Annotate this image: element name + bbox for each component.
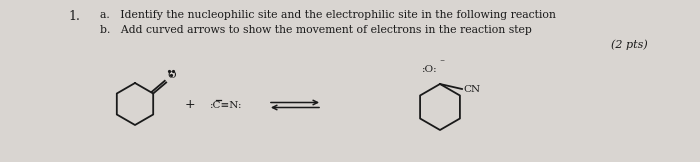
Text: b.   Add curved arrows to show the movement of electrons in the reaction step: b. Add curved arrows to show the movemen… bbox=[100, 25, 532, 35]
Text: 1.: 1. bbox=[68, 10, 80, 23]
Text: CN: CN bbox=[463, 85, 480, 93]
Text: :O:: :O: bbox=[422, 65, 438, 74]
Text: O: O bbox=[168, 71, 176, 81]
Text: (2 pts): (2 pts) bbox=[611, 39, 648, 50]
Text: +: + bbox=[185, 98, 195, 110]
Text: ⁻: ⁻ bbox=[439, 58, 444, 68]
Text: a.   Identify the nucleophilic site and the electrophilic site in the following : a. Identify the nucleophilic site and th… bbox=[100, 10, 556, 20]
Text: :C≡N:: :C≡N: bbox=[210, 100, 242, 110]
